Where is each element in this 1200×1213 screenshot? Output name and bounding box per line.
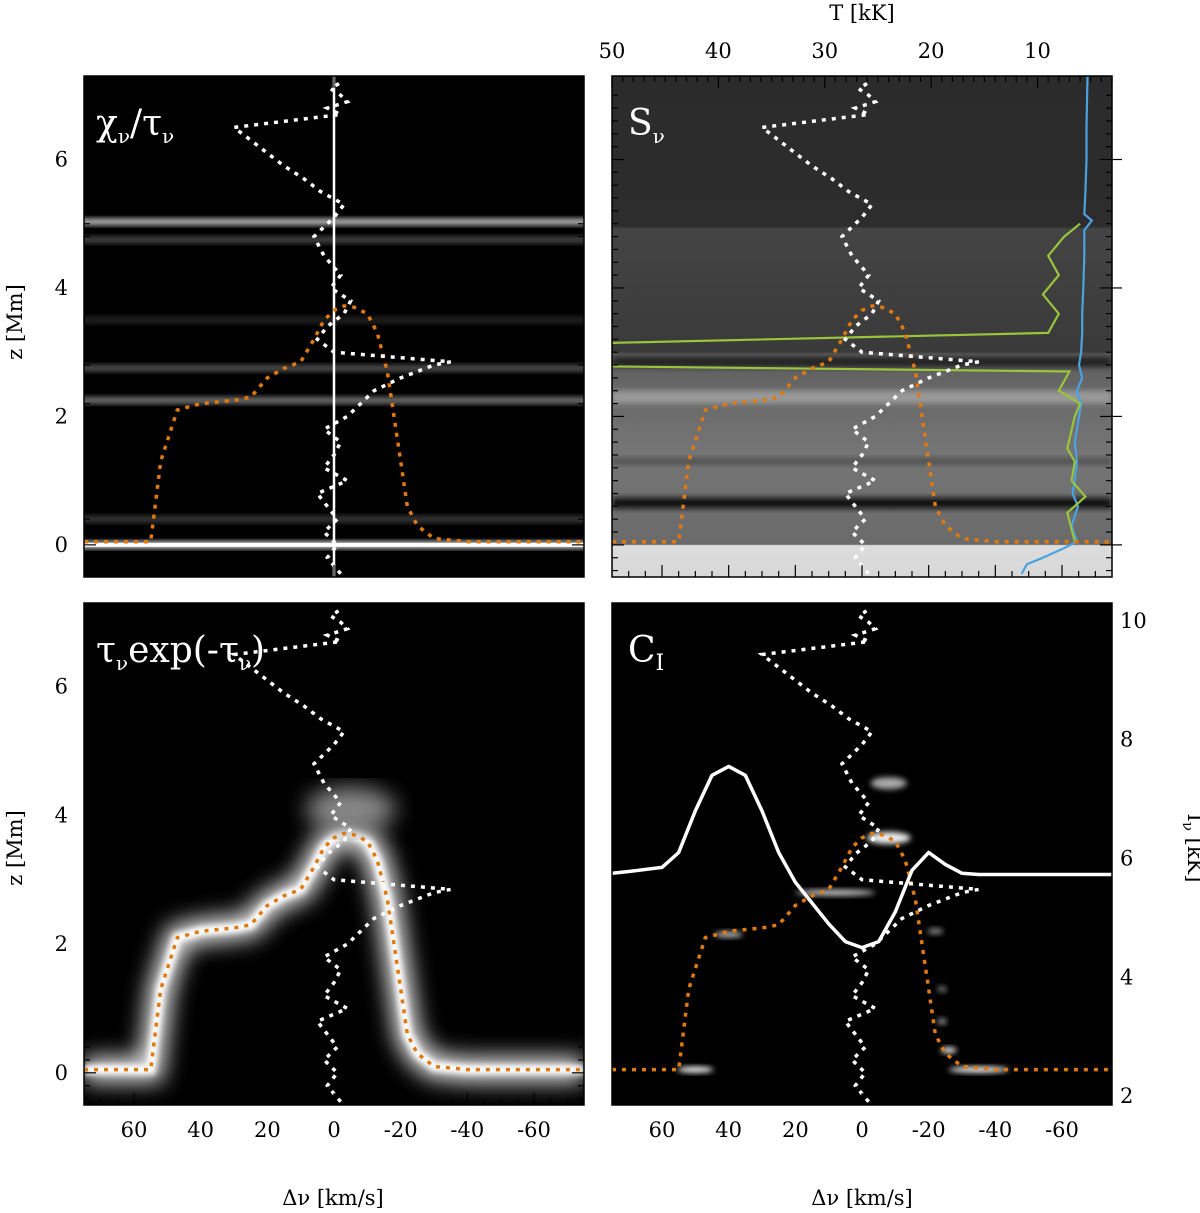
x-axis-title-left: Δν [km/s] xyxy=(282,1186,383,1210)
contribution-spot xyxy=(937,1018,947,1025)
heatmap-background xyxy=(612,603,1112,1105)
x-tick-label: -20 xyxy=(912,1118,946,1142)
y-tick-label: 6 xyxy=(55,675,68,699)
right-y-tick-label: 2 xyxy=(1120,1084,1133,1108)
right-y-tick-label: 8 xyxy=(1120,728,1133,752)
right-y-tick-label: 4 xyxy=(1120,965,1133,989)
source-band xyxy=(612,458,1112,465)
tau-unity-curve xyxy=(84,831,584,1072)
contribution-spot xyxy=(714,931,743,938)
x-tick-label: -40 xyxy=(450,1118,484,1142)
contribution-spot xyxy=(927,928,944,935)
panel-source-function xyxy=(611,75,1113,578)
x-tick-label: 40 xyxy=(715,1118,742,1142)
y-axis-title-bottom: z [Mm] xyxy=(3,810,27,886)
x-axis-title-right: Δν [km/s] xyxy=(811,1186,912,1210)
tau-glow-cap xyxy=(305,786,396,831)
y-tick-label: 4 xyxy=(55,803,68,827)
contribution-spot xyxy=(677,1066,714,1073)
y-axis-title-top: z [Mm] xyxy=(3,284,27,360)
tau-unity-curve xyxy=(612,304,1112,544)
top-x-tick-label: 20 xyxy=(918,39,945,63)
y-tick-label: 0 xyxy=(55,533,68,557)
source-function-line xyxy=(612,222,1087,542)
x-tick-label: -60 xyxy=(1045,1118,1079,1142)
source-function-map xyxy=(612,76,1112,577)
top-x-tick-label: 40 xyxy=(705,39,732,63)
x-tick-label: 40 xyxy=(187,1118,214,1142)
x-tick-label: 0 xyxy=(855,1118,868,1142)
source-band xyxy=(612,390,1112,404)
top-x-tick-label: 50 xyxy=(599,39,626,63)
y-tick-label: 6 xyxy=(55,148,68,172)
contribution-spot xyxy=(937,986,947,993)
contribution-spot xyxy=(866,831,911,844)
contribution-spot xyxy=(870,777,907,790)
panel-tau-exp-tau xyxy=(83,602,585,1106)
source-band xyxy=(612,497,1112,509)
x-tick-label: -20 xyxy=(384,1118,418,1142)
x-tick-label: -40 xyxy=(978,1118,1012,1142)
contribution-spot xyxy=(948,1066,1009,1073)
intensity-profile xyxy=(612,764,1112,950)
x-tick-label: 20 xyxy=(254,1118,281,1142)
panel-label-chi-over-tau: χν/τν xyxy=(96,103,174,148)
right-y-tick-label: 10 xyxy=(1120,609,1147,633)
y-tick-label: 2 xyxy=(55,404,68,428)
x-tick-label: 60 xyxy=(649,1118,676,1142)
y-tick-label: 2 xyxy=(55,932,68,956)
right-y-tick-label: 6 xyxy=(1120,846,1133,870)
top-x-axis-title: T [kK] xyxy=(829,1,894,25)
panel-chi-over-tau xyxy=(83,75,585,578)
source-band xyxy=(612,356,1112,367)
panel-contribution-function xyxy=(611,602,1113,1106)
right-y-axis-title: Iν [kK] xyxy=(1179,814,1200,883)
x-tick-label: 0 xyxy=(327,1118,340,1142)
contribution-spot xyxy=(795,889,876,896)
y-tick-label: 4 xyxy=(55,276,68,300)
y-tick-label: 0 xyxy=(55,1061,68,1085)
x-tick-label: 60 xyxy=(121,1118,148,1142)
top-x-tick-label: 30 xyxy=(811,39,838,63)
temperature-line xyxy=(1020,76,1094,575)
top-x-tick-label: 10 xyxy=(1024,39,1051,63)
x-tick-label: -60 xyxy=(517,1118,551,1142)
x-tick-label: 20 xyxy=(782,1118,809,1142)
tau-unity-curve xyxy=(84,304,584,544)
tau-unity-curve xyxy=(612,831,1112,1072)
